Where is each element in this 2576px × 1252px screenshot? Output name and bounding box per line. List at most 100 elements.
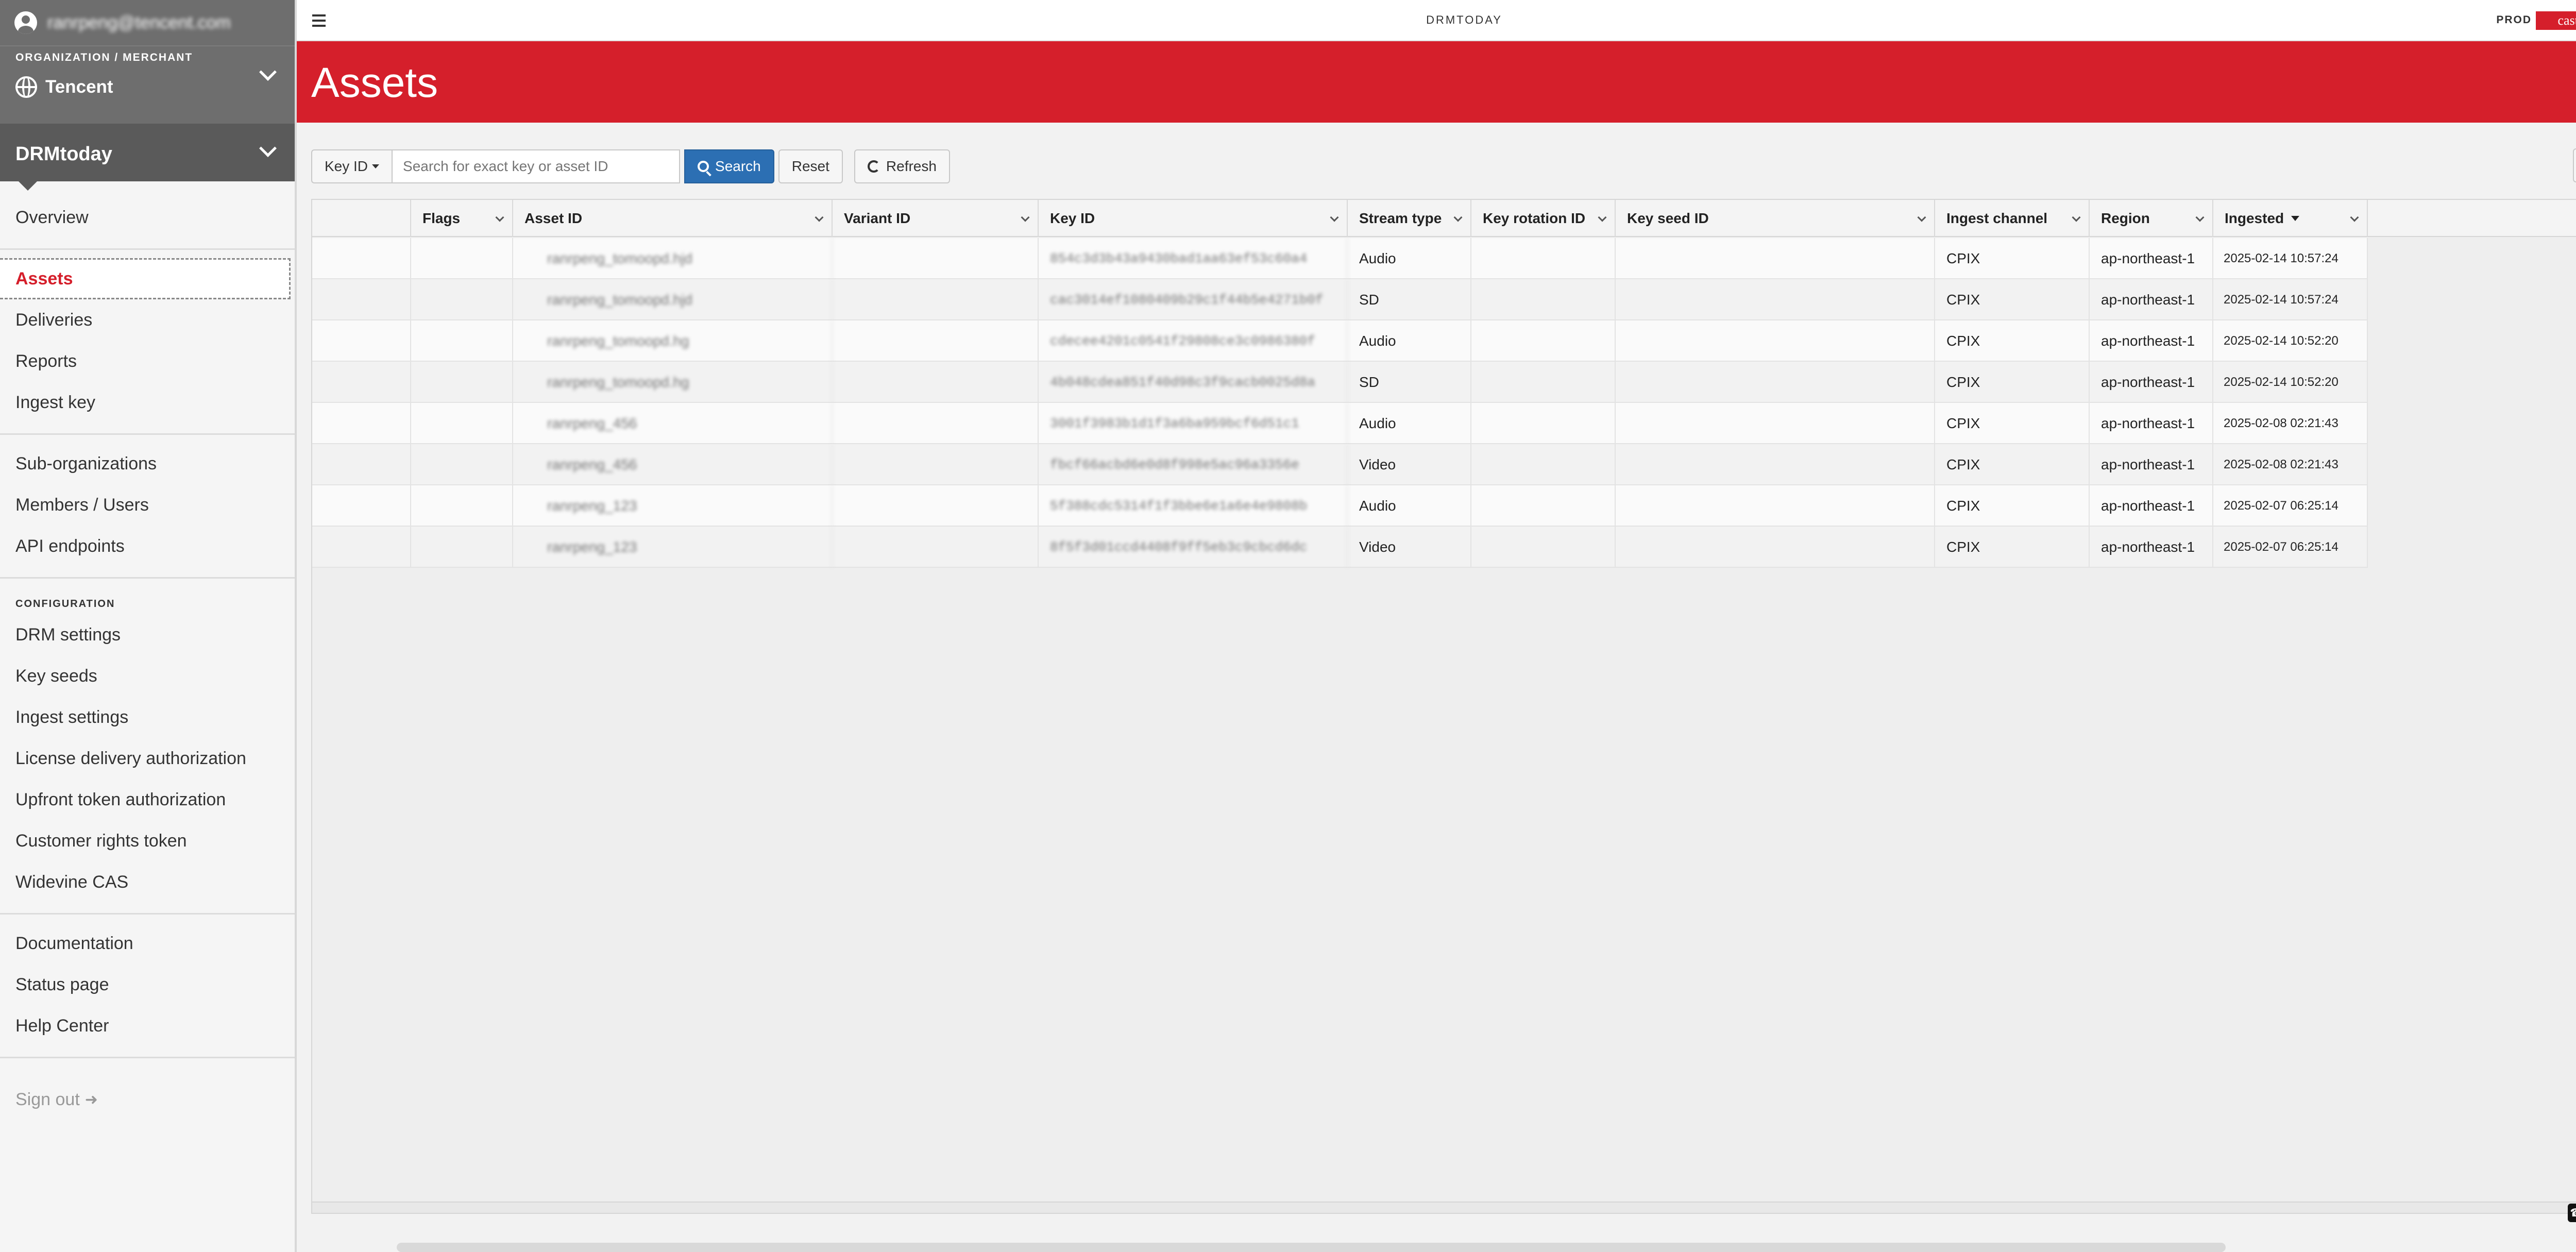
top-bar: DRMTODAY PROD castLabs [297, 0, 2576, 41]
cell-flags [411, 238, 513, 279]
table-row[interactable]: ranrpeng_123 8f5f3d01ccd4408f9ff5eb3c9cbc… [312, 527, 2368, 568]
app-selector[interactable]: DRMtoday [0, 124, 295, 191]
cell-key-seed-id [1616, 527, 1935, 568]
column-header-ingest-channel[interactable]: Ingest channel [1935, 200, 2090, 237]
cell-ingest-channel: CPIX [1935, 444, 2090, 485]
column-menu-icon[interactable] [815, 213, 824, 222]
column-header-key-rotation-id[interactable]: Key rotation ID [1471, 200, 1616, 237]
cell-key-id: 4b048cdea851f40d98c3f9cacb0025d8a [1039, 362, 1348, 403]
table-row[interactable]: ranrpeng_123 5f388cdc5314f1f3bbe6e1a6e4e9… [312, 485, 2368, 527]
column-menu-icon[interactable] [1453, 213, 1463, 222]
sidebar-item-reports[interactable]: Reports [15, 351, 77, 371]
sidebar-item-assets[interactable]: Assets [0, 258, 291, 299]
cell-ingested: 2025-02-14 10:52:20 [2213, 362, 2368, 403]
cell-key-seed-id [1616, 444, 1935, 485]
column-header-ingested[interactable]: Ingested [2213, 200, 2368, 237]
user-bar[interactable]: ranrpeng@tencent.com [0, 0, 295, 45]
cell-select [312, 403, 411, 444]
search-field-dropdown[interactable]: Key ID [311, 149, 392, 183]
column-header-key-seed-id[interactable]: Key seed ID [1616, 200, 1935, 237]
column-menu-icon[interactable] [1598, 213, 1607, 222]
column-menu-icon[interactable] [1330, 213, 1339, 222]
cell-stream-type: SD [1348, 279, 1471, 320]
horizontal-scrollbar[interactable] [312, 1202, 2576, 1213]
cell-key-seed-id [1616, 238, 1935, 279]
refresh-button[interactable]: Refresh [854, 149, 950, 183]
reset-button[interactable]: Reset [778, 149, 843, 183]
sidebar-item-ingest-settings[interactable]: Ingest settings [15, 707, 129, 727]
cell-asset-id: ranrpeng_tomoopd.hg [513, 362, 833, 403]
cell-variant-id [833, 485, 1039, 527]
cell-region: ap-northeast-1 [2090, 485, 2213, 527]
table-row[interactable]: ranrpeng_tomoopd.hjd 854c3d3b43a9430bad1a… [312, 238, 2368, 279]
cell-stream-type: Video [1348, 527, 1471, 568]
cell-ingested: 2025-02-14 10:57:24 [2213, 279, 2368, 320]
sidebar-item-customer-rights-token[interactable]: Customer rights token [15, 831, 187, 851]
column-menu-icon[interactable] [495, 213, 504, 222]
sidebar-item-upfront-token-authorization[interactable]: Upfront token authorization [15, 789, 226, 809]
cell-key-id: 854c3d3b43a9430bad1aa63ef53c60a4 [1039, 238, 1348, 279]
column-menu-icon[interactable] [1021, 213, 1030, 222]
sidebar-item-api-endpoints[interactable]: API endpoints [15, 536, 125, 556]
sidebar-item-documentation[interactable]: Documentation [15, 933, 133, 953]
column-header-region[interactable]: Region [2090, 200, 2213, 237]
help-button[interactable]: ? [2573, 148, 2576, 182]
table-row[interactable]: ranrpeng_456 fbcf66acbd6e0d8f998e5ac96a33… [312, 444, 2368, 485]
cell-ingested: 2025-02-07 06:25:14 [2213, 527, 2368, 568]
column-header-flags[interactable]: Flags [411, 200, 513, 237]
table-row[interactable]: ranrpeng_tomoopd.hjd cac3014ef1080409b29c… [312, 279, 2368, 320]
column-header-asset-id[interactable]: Asset ID [513, 200, 833, 237]
search-input[interactable] [392, 149, 681, 183]
sidebar-item-members-users[interactable]: Members / Users [15, 495, 149, 515]
cell-key-seed-id [1616, 320, 1935, 362]
cell-select [312, 279, 411, 320]
column-menu-icon[interactable] [2350, 213, 2359, 222]
column-menu-icon[interactable] [2072, 213, 2081, 222]
sidebar-item-help-center[interactable]: Help Center [15, 1016, 109, 1036]
cell-region: ap-northeast-1 [2090, 362, 2213, 403]
sign-out-link[interactable]: Sign out ➜ [0, 1079, 295, 1120]
column-menu-icon[interactable] [2195, 213, 2205, 222]
cell-variant-id [833, 320, 1039, 362]
cell-ingest-channel: CPIX [1935, 279, 2090, 320]
sidebar-item-sub-organizations[interactable]: Sub-organizations [15, 453, 157, 473]
table-row[interactable]: ranrpeng_456 3001f3983b1d1f3a6ba959bcf6d5… [312, 403, 2368, 444]
column-menu-icon[interactable] [1917, 213, 1926, 222]
cell-select [312, 362, 411, 403]
sort-desc-icon [2291, 216, 2300, 221]
nav-group-org: Sub-organizations Members / Users API en… [0, 435, 295, 579]
bottom-scroll-track [397, 1243, 2226, 1252]
phone-icon[interactable]: ☎ [2568, 1204, 2576, 1222]
search-icon [698, 161, 709, 172]
cell-flags [411, 485, 513, 527]
search-button[interactable]: Search [684, 149, 774, 183]
cell-variant-id [833, 444, 1039, 485]
sidebar-item-drm-settings[interactable]: DRM settings [15, 624, 121, 645]
sidebar-item-key-seeds[interactable]: Key seeds [15, 666, 97, 686]
sidebar-item-status-page[interactable]: Status page [15, 974, 109, 994]
sidebar-item-overview[interactable]: Overview [15, 207, 89, 227]
sidebar-item-deliveries[interactable]: Deliveries [15, 310, 93, 330]
menu-icon[interactable] [312, 14, 326, 27]
sidebar-item-ingest-key[interactable]: Ingest key [15, 392, 95, 412]
reset-button-label: Reset [791, 158, 829, 174]
sidebar-item-license-delivery-authorization[interactable]: License delivery authorization [15, 748, 246, 768]
sidebar-item-widevine-cas[interactable]: Widevine CAS [15, 872, 129, 892]
cell-key-rotation-id [1471, 527, 1616, 568]
cell-key-rotation-id [1471, 238, 1616, 279]
user-icon [14, 11, 37, 34]
cell-key-rotation-id [1471, 403, 1616, 444]
brand-name: castLabs [2557, 13, 2576, 28]
column-header-stream-type[interactable]: Stream type [1348, 200, 1471, 237]
cell-flags [411, 403, 513, 444]
column-header-variant-id[interactable]: Variant ID [833, 200, 1039, 237]
table-row[interactable]: ranrpeng_tomoopd.hg cdecee4201c0541f29808… [312, 320, 2368, 362]
table-row[interactable]: ranrpeng_tomoopd.hg 4b048cdea851f40d98c3f… [312, 362, 2368, 403]
cell-region: ap-northeast-1 [2090, 279, 2213, 320]
org-name: Tencent [45, 77, 113, 97]
sidebar: ranrpeng@tencent.com ORGANIZATION / MERC… [0, 0, 297, 1252]
cell-stream-type: Audio [1348, 320, 1471, 362]
brand-logo: castLabs [2536, 11, 2576, 30]
org-selector[interactable]: ORGANIZATION / MERCHANT Tencent [0, 45, 295, 124]
column-header-key-id[interactable]: Key ID [1039, 200, 1348, 237]
